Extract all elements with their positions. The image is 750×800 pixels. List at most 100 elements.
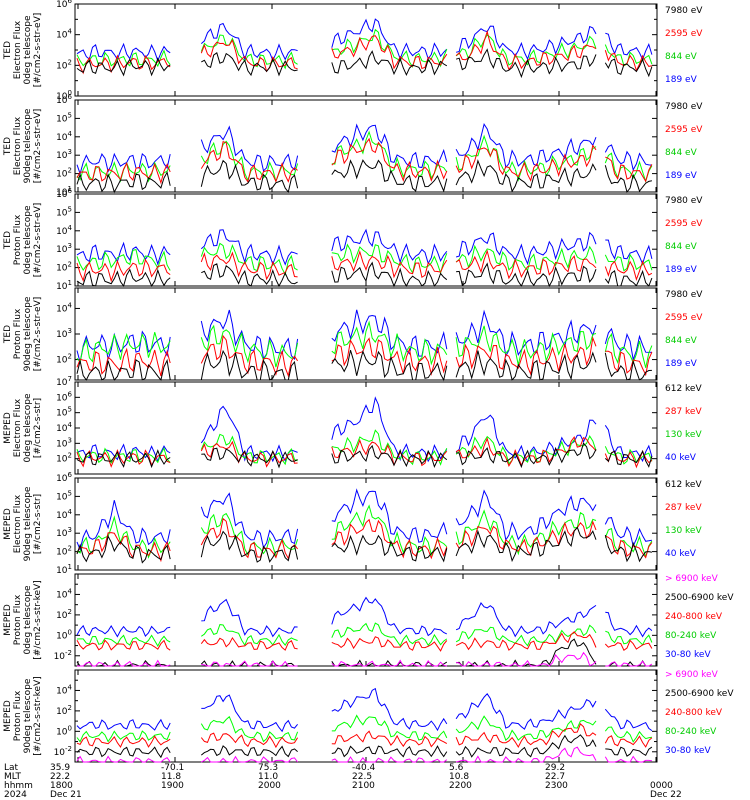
x-axis-tick-value: 1900 [161,781,184,791]
y-tick-label: 104 [56,421,72,434]
legend-entry: 844 eV [665,336,698,346]
y-axis-label-line: Electron Flux [13,20,23,79]
series-line [76,714,652,743]
panel-7: 10-2 100 102 104 MEPEDProton Flux0deg telesc… [3,573,734,667]
y-axis-label-line: [#/cm2-s-str-keV] [33,580,43,659]
y-tick-label: 102 [56,58,72,71]
y-axis-label-line: Electron Flux [13,494,23,553]
x-axis-tick-value: 0000 [650,781,673,791]
x-axis-tick-value: 22.5 [352,772,372,782]
series-line [76,261,653,288]
legend-entry: 80-240 keV [665,727,717,737]
y-axis-label-line: MEPED [3,604,13,636]
y-tick-label: 100 [56,628,72,641]
y-tick-label: 104 [56,508,72,521]
y-tick-label: 101 [56,185,72,198]
x-axis-tick-value: 2000 [258,781,281,791]
y-axis-label-line: MEPED [3,508,13,540]
series-line [76,638,652,667]
panel-1: 100 102 104 106 TEDElectron Flux0deg telesco… [3,0,703,102]
y-tick-label: 104 [56,683,72,696]
y-axis-label-line: [#/cm2-s-str-eV] [33,297,43,372]
y-axis-label-line: 90deg telescope [23,486,33,561]
legend-entry: 7980 eV [665,102,703,112]
y-axis-label-line: 0deg telescope [23,15,33,85]
legend-entry: 2595 eV [665,29,703,39]
panel-5: 102 103 104 105 106 107 MEPEDElectron Flux0deg… [3,375,702,475]
y-tick-label: 105 [56,205,72,218]
y-axis-label: MEPEDElectron Flux90deg telescope[#/cm2-… [3,486,43,561]
series-line [76,159,652,194]
y-axis-label: MEPEDProton Flux90deg telescope[#/cm2-s-… [3,676,43,755]
y-axis-label: TEDProton Flux90deg telescope[#/cm2-s-st… [3,296,43,371]
legend-entry: 130 keV [665,526,702,536]
x-axis-tick-value: 5.6 [449,763,464,773]
x-axis-row-label: Lat [4,763,19,773]
y-axis-label-line: Proton Flux [13,690,23,741]
y-axis-label-line: TED [3,325,13,344]
y-axis-label-line: Electron Flux [13,116,23,175]
legend-entry: 844 eV [665,148,698,158]
y-axis-label-line: 0deg telescope [23,393,33,463]
y-axis-label-line: TED [3,41,13,60]
legend-entry: 189 eV [665,75,698,85]
legend-entry: 2595 eV [665,313,703,323]
panel-frame [74,193,658,287]
y-axis-label-line: 90deg telescope [23,296,33,371]
x-axis-tick-value: 1800 [50,781,73,791]
legend-entry: 844 eV [665,52,698,62]
legend-entry: 7980 eV [665,290,703,300]
y-axis-label-line: 90deg telescope [23,678,33,753]
series-line [76,249,653,283]
x-axis-tick-value: 11.8 [161,772,181,782]
y-tick-label: 103 [56,242,72,255]
y-tick-label: 106 [56,471,72,484]
series-line [77,651,653,667]
legend-entry: 2500-6900 keV [665,593,734,603]
y-axis-label: TEDProton Flux0deg telescope[#/cm2-s-str… [3,203,43,278]
y-axis-label-line: Proton Flux [13,308,23,359]
series-line [76,622,653,648]
series-line [76,28,653,70]
x-axis-tick-value: 10.8 [449,772,469,782]
legend-entry: 240-800 keV [665,612,723,622]
y-tick-label: 103 [56,148,72,161]
y-axis-label: TEDElectron Flux90deg telescope[#/cm2-s-… [3,108,43,183]
x-axis-tick-value: 2300 [545,781,568,791]
legend-entry: 40 keV [665,549,697,559]
series-line [76,228,653,266]
y-tick-label: 101 [56,279,72,292]
legend-entry: > 6900 keV [665,670,719,680]
series-line [76,631,653,652]
x-axis-tick-value: 11.0 [258,772,278,782]
y-tick-label: 102 [56,261,72,274]
series-line [76,242,653,276]
series-line [76,18,653,63]
y-axis-label-line: TED [3,137,13,156]
legend-entry: 189 eV [665,171,698,181]
legend-entry: 30-80 keV [665,746,711,756]
x-axis-row-label: hhmm [4,781,33,791]
series-line [76,334,653,378]
legend-entry: 7980 eV [665,6,703,16]
legend-entry: 130 keV [665,430,702,440]
y-tick-label: 103 [56,526,72,539]
y-axis-label-line: [#/cm2-s-str] [33,398,43,458]
y-axis-label: MEPEDProton Flux0deg telescope[#/cm2-s-s… [3,580,43,659]
y-tick-label: 100 [56,724,72,737]
series-line [76,723,653,749]
y-tick-label: 102 [56,545,72,558]
y-axis-label: TEDElectron Flux0deg telescope[#/cm2-s-s… [3,13,43,88]
legend-entry: 80-240 keV [665,631,717,641]
y-tick-label: 106 [56,187,72,200]
y-tick-label: 104 [56,587,72,600]
y-axis-label-line: [#/cm2-s-str-eV] [33,109,43,184]
y-tick-label: 104 [56,28,72,41]
legend-entry: 612 keV [665,384,702,394]
y-tick-label: 102 [56,704,72,717]
legend-entry: 287 keV [665,503,702,513]
y-tick-label: 103 [56,436,72,449]
y-tick-label: 102 [56,452,72,465]
